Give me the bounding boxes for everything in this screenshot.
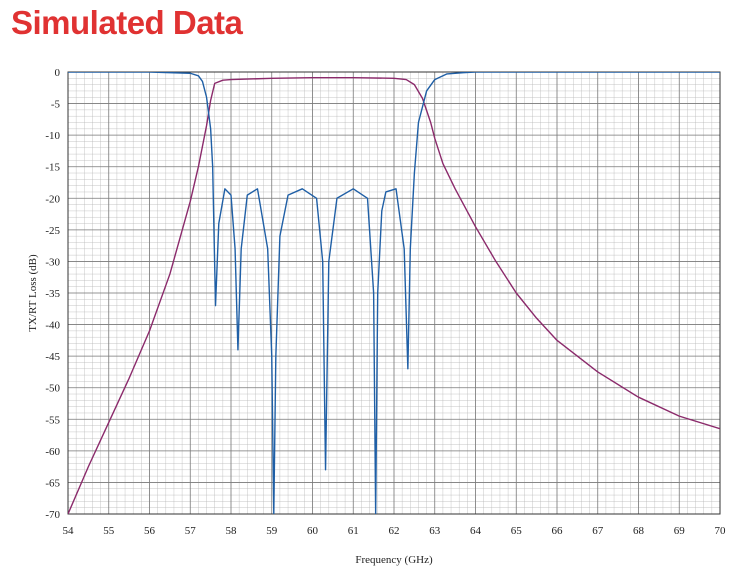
x-tick-label: 59 <box>266 525 278 537</box>
x-tick-label: 57 <box>185 525 197 537</box>
y-tick-label: -20 <box>45 193 60 205</box>
y-tick-labels: 0 -5 -10 -15 -20 -25 -30 -35 -40 -45 -50 -55 -60 -65 -… <box>45 67 60 521</box>
x-axis-label: Frequency (GHz) <box>355 554 433 566</box>
x-tick-label: 55 <box>103 525 115 537</box>
y-tick-label: -50 <box>45 383 60 395</box>
y-axis-label: TX/RT Loss (dB) <box>27 254 39 332</box>
x-tick-label: 54 <box>63 525 75 537</box>
y-tick-label: -30 <box>45 256 60 268</box>
x-tick-label: 69 <box>674 525 686 537</box>
x-tick-label: 68 <box>633 525 645 537</box>
x-tick-label: 60 <box>307 525 319 537</box>
x-tick-label: 70 <box>715 525 727 537</box>
x-tick-labels: 54 55 56 57 58 59 60 61 62 63 64 65 66 67 68 69 70 <box>63 525 727 537</box>
x-tick-label: 56 <box>144 525 156 537</box>
series-line-transmission <box>68 76 720 514</box>
series-line-return-loss <box>68 72 720 514</box>
y-tick-label: -25 <box>45 225 60 237</box>
y-tick-label: -35 <box>45 288 60 300</box>
page-title: Simulated Data <box>11 4 243 41</box>
y-tick-label: -10 <box>45 130 60 142</box>
x-tick-label: 58 <box>226 525 238 537</box>
plot-frame <box>67 71 721 515</box>
y-tick-label: -65 <box>45 477 60 489</box>
x-tick-label: 61 <box>348 525 359 537</box>
x-tick-label: 66 <box>552 525 564 537</box>
y-tick-label: -15 <box>45 162 60 174</box>
y-tick-label: 0 <box>55 67 61 79</box>
x-tick-label: 67 <box>592 525 604 537</box>
y-tick-label: -40 <box>45 320 60 332</box>
y-tick-label: -45 <box>45 351 60 363</box>
series-layer <box>68 72 720 514</box>
y-tick-label: -60 <box>45 446 60 458</box>
x-tick-label: 63 <box>429 525 441 537</box>
y-tick-label: -5 <box>51 99 61 111</box>
x-tick-label: 62 <box>389 525 400 537</box>
x-tick-label: 64 <box>470 525 482 537</box>
y-tick-label: -70 <box>45 509 60 521</box>
y-tick-label: -55 <box>45 414 60 426</box>
x-tick-label: 65 <box>511 525 523 537</box>
